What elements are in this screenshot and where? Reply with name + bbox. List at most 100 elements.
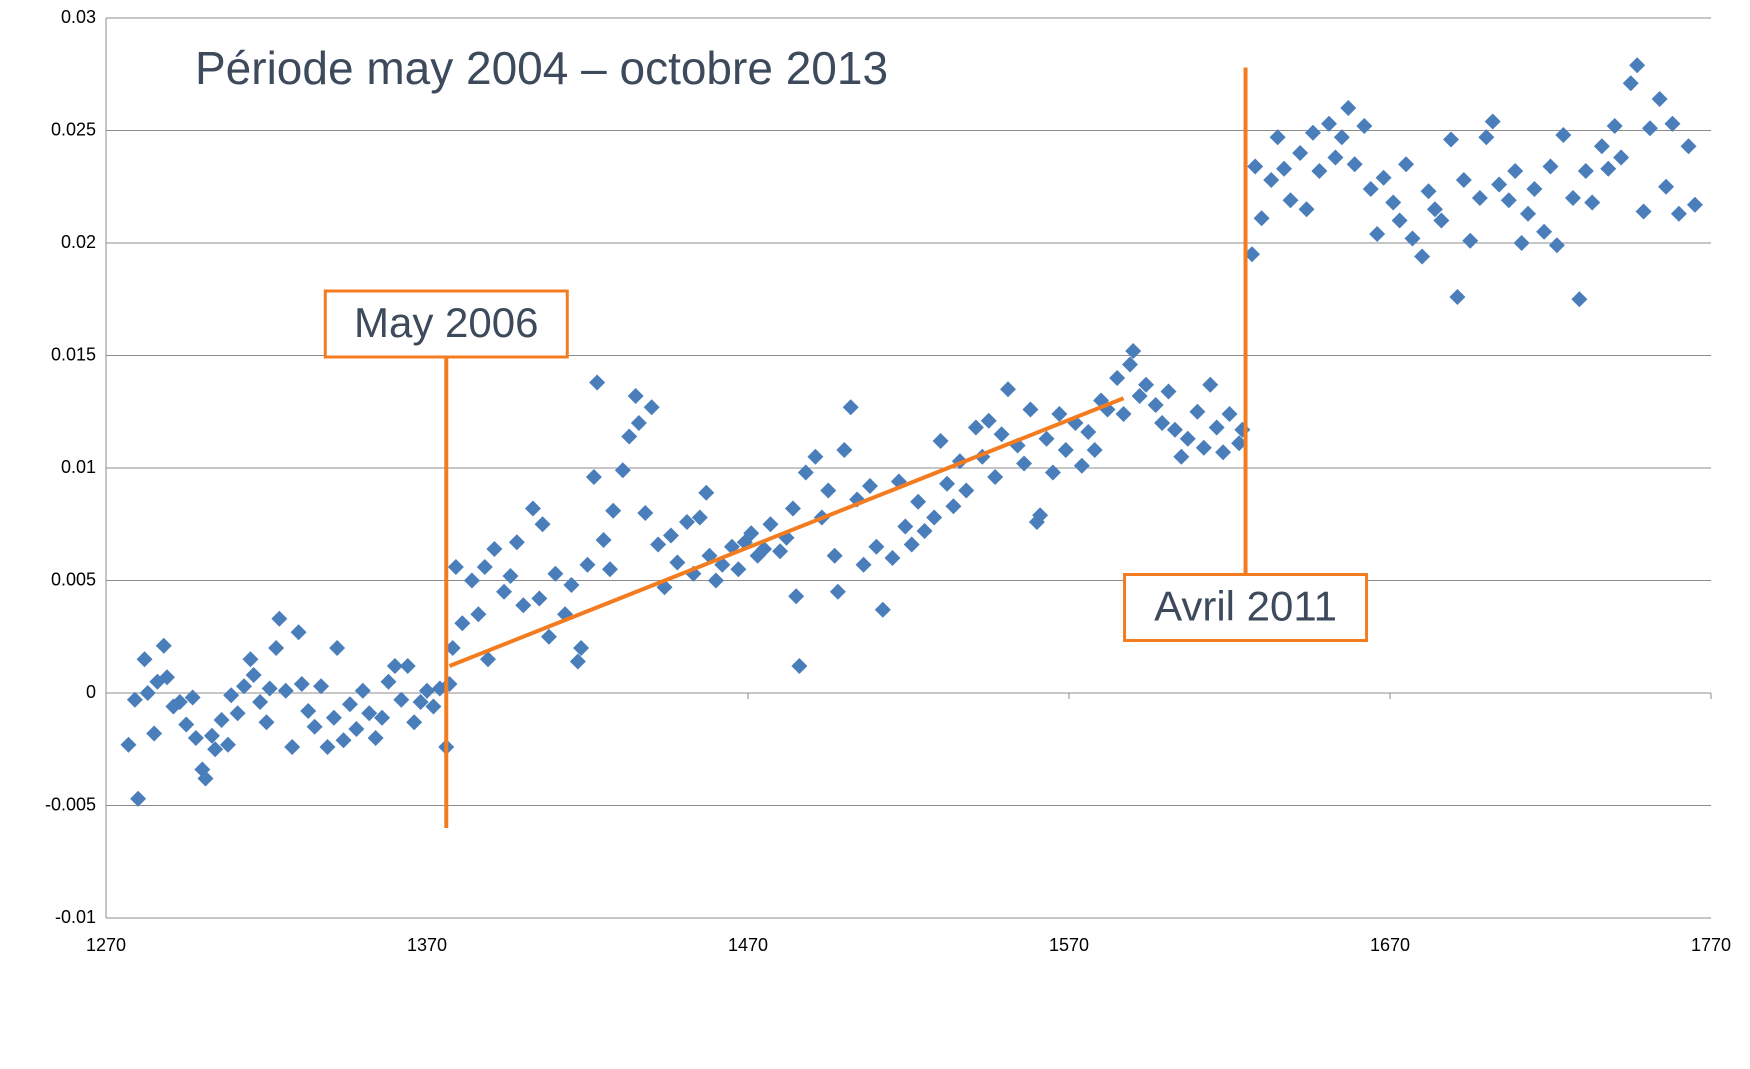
point [1593, 138, 1610, 155]
point [797, 464, 814, 481]
point [1606, 118, 1623, 134]
point [945, 498, 962, 515]
point [1414, 248, 1431, 265]
point [1189, 403, 1206, 420]
point [637, 505, 654, 521]
point [1362, 181, 1379, 197]
point [1658, 178, 1675, 195]
point [1642, 120, 1659, 137]
point [386, 658, 403, 674]
point [784, 500, 801, 517]
point [967, 419, 984, 436]
y-tick-label: 0.01 [61, 457, 96, 477]
point [1391, 212, 1408, 229]
point [585, 469, 602, 485]
point [419, 682, 435, 699]
point [184, 689, 201, 706]
point [158, 669, 175, 686]
y-tick-label: 0 [86, 682, 96, 702]
point [1263, 172, 1280, 188]
point [1478, 129, 1495, 146]
point [1555, 127, 1572, 143]
point [213, 712, 230, 728]
point [319, 739, 336, 755]
y-tick-label: 0.02 [61, 232, 96, 252]
point [1536, 223, 1553, 240]
point [1356, 118, 1373, 134]
point [245, 667, 262, 683]
point [1548, 237, 1565, 254]
x-tick-label: 1770 [1691, 935, 1731, 955]
point [1166, 421, 1183, 438]
point [861, 478, 878, 494]
point [987, 469, 1004, 485]
point [1680, 138, 1697, 155]
point [1651, 91, 1668, 107]
x-tick-label: 1570 [1049, 935, 1089, 955]
point [139, 685, 156, 701]
point [203, 727, 220, 744]
point [293, 676, 310, 692]
point [874, 601, 891, 618]
point [130, 790, 147, 807]
point [1269, 129, 1286, 146]
point [290, 624, 307, 641]
point [627, 388, 644, 404]
point [1298, 201, 1315, 218]
point [1304, 124, 1321, 141]
point [508, 534, 525, 551]
point [300, 703, 317, 719]
x-tick-label: 1470 [728, 935, 768, 955]
point [939, 475, 956, 492]
point [1542, 158, 1559, 175]
point [1022, 401, 1039, 418]
point [393, 691, 410, 708]
point [1234, 421, 1251, 438]
point [1080, 424, 1097, 440]
point [1420, 183, 1437, 200]
point [662, 527, 679, 544]
point [791, 658, 808, 674]
y-tick-label: 0.025 [51, 119, 96, 139]
point [1154, 415, 1171, 431]
point [412, 694, 429, 710]
point [1038, 430, 1055, 447]
point [1346, 156, 1363, 173]
x-tick-label: 1270 [86, 935, 126, 955]
point [698, 484, 715, 501]
point [916, 523, 933, 539]
y-tick-label: -0.01 [55, 907, 96, 927]
x-tick-label: 1370 [407, 935, 447, 955]
point [479, 651, 496, 668]
point [120, 736, 137, 753]
point [236, 678, 253, 695]
point [1404, 230, 1421, 247]
point [1243, 246, 1260, 263]
annotation-label: Avril 2011 [1154, 583, 1337, 630]
point [958, 482, 975, 499]
point [496, 583, 513, 600]
point [470, 606, 487, 623]
point [1613, 149, 1630, 166]
point [650, 536, 667, 553]
point [836, 442, 853, 458]
point [1629, 57, 1646, 74]
point [1115, 406, 1132, 422]
point [1202, 376, 1219, 393]
point [910, 493, 927, 510]
point [252, 694, 269, 710]
point [268, 640, 285, 656]
point [643, 399, 660, 416]
point [1125, 343, 1142, 359]
point [1670, 205, 1687, 222]
point [932, 433, 949, 449]
point [897, 518, 914, 535]
point [1398, 156, 1415, 173]
point [454, 615, 471, 632]
point [1138, 376, 1155, 393]
point [341, 696, 358, 713]
point [1577, 163, 1594, 179]
point [380, 673, 397, 690]
